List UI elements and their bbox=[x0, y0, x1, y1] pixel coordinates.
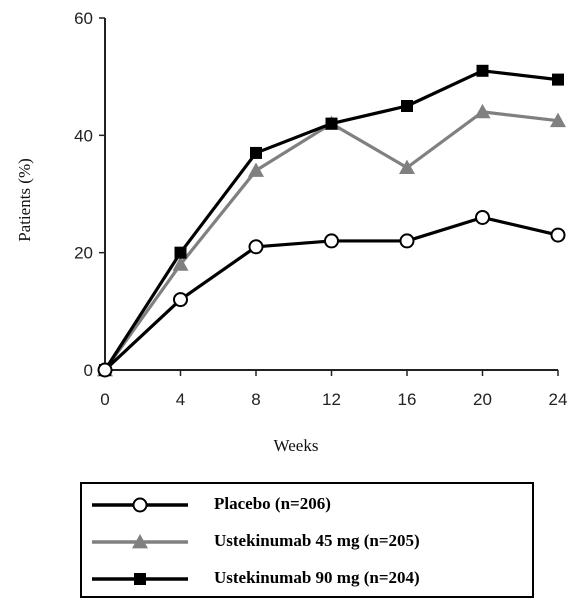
legend-swatch bbox=[92, 573, 188, 585]
legend-swatch bbox=[92, 534, 188, 549]
data-point bbox=[474, 103, 491, 119]
x-tick-label: 12 bbox=[322, 390, 341, 409]
y-tick-label: 60 bbox=[74, 9, 93, 28]
data-point bbox=[250, 146, 262, 159]
y-axis-title: Patients (%) bbox=[15, 158, 34, 242]
x-tick-label: 16 bbox=[398, 390, 417, 409]
data-point bbox=[550, 227, 566, 243]
data-point bbox=[174, 246, 187, 259]
data-point bbox=[399, 159, 415, 174]
data-point bbox=[97, 362, 113, 378]
data-point bbox=[325, 117, 338, 130]
data-point bbox=[324, 233, 339, 249]
data-point bbox=[401, 100, 413, 112]
series-layer bbox=[97, 64, 566, 378]
x-tick-label: 0 bbox=[100, 390, 109, 409]
data-point bbox=[248, 162, 264, 177]
series-0 bbox=[97, 209, 566, 378]
x-tick-label: 24 bbox=[549, 390, 568, 409]
legend-item: Ustekinumab 45 mg (n=205) bbox=[82, 527, 532, 557]
data-point bbox=[550, 112, 566, 128]
line-chart: 0 4 8 12 16 20 24 0 20 40 60 Patients (%) Weeks bbox=[15, 9, 567, 455]
y-tick-label: 20 bbox=[74, 244, 93, 263]
y-tick-label: 0 bbox=[84, 361, 93, 380]
x-tick-label: 20 bbox=[473, 390, 492, 409]
data-point bbox=[173, 292, 188, 308]
data-point bbox=[399, 233, 415, 249]
ticks: 0 4 8 12 16 20 24 0 20 40 60 bbox=[74, 9, 567, 409]
legend-swatch-marker bbox=[132, 534, 148, 549]
legend-swatch-marker bbox=[134, 573, 146, 585]
legend: Placebo (n=206) Ustekinumab 45 mg (n=205)… bbox=[80, 482, 534, 598]
legend-label: Ustekinumab 90 mg (n=204) bbox=[214, 568, 420, 587]
x-axis-title: Weeks bbox=[274, 436, 319, 455]
data-point bbox=[552, 73, 564, 86]
data-point bbox=[248, 239, 264, 255]
legend-label: Ustekinumab 45 mg (n=205) bbox=[214, 531, 420, 550]
legend-swatch bbox=[92, 497, 188, 513]
data-point bbox=[172, 256, 189, 271]
y-tick-label: 40 bbox=[74, 126, 93, 145]
legend-item: Placebo (n=206) bbox=[82, 490, 532, 520]
x-tick-label: 8 bbox=[251, 390, 260, 409]
data-point bbox=[475, 209, 490, 225]
legend-label: Placebo (n=206) bbox=[214, 494, 331, 513]
x-tick-label: 4 bbox=[176, 390, 185, 409]
legend-swatch-marker bbox=[132, 497, 148, 513]
legend-item: Ustekinumab 90 mg (n=204) bbox=[82, 564, 532, 594]
data-point bbox=[476, 64, 489, 77]
